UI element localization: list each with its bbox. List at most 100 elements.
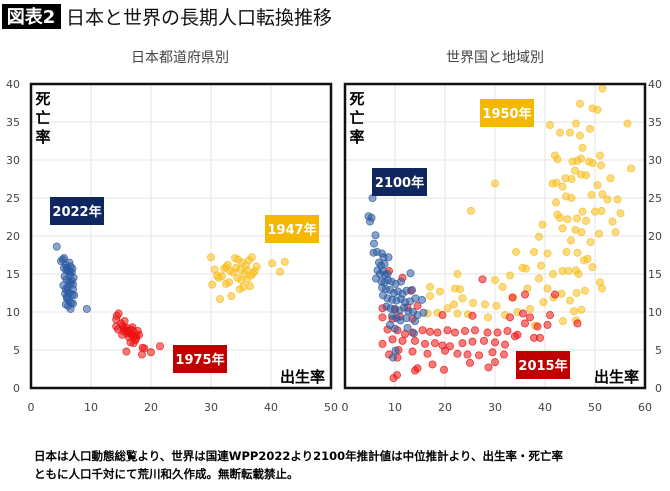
- data-point: [61, 300, 70, 309]
- series-label-box: [372, 168, 427, 196]
- data-point: [425, 292, 434, 301]
- data-point: [564, 266, 573, 275]
- data-point: [425, 282, 434, 291]
- data-point: [572, 288, 581, 297]
- data-point: [573, 214, 582, 223]
- series-label: 2100年: [372, 168, 427, 196]
- data-point: [505, 271, 514, 280]
- data-point: [407, 285, 416, 294]
- series-label: 1950年: [480, 99, 534, 127]
- data-point: [417, 295, 426, 304]
- data-point: [499, 350, 508, 359]
- data-point: [453, 349, 462, 358]
- data-point: [613, 195, 622, 204]
- data-point: [227, 292, 236, 301]
- data-point: [598, 284, 607, 293]
- series-label-box: [480, 99, 534, 127]
- data-point: [562, 247, 571, 256]
- data-point: [603, 195, 612, 204]
- series-label-box: [173, 345, 227, 373]
- data-point: [556, 213, 565, 222]
- data-point: [226, 266, 235, 275]
- data-point: [588, 159, 597, 168]
- data-point: [409, 329, 418, 338]
- data-point: [365, 217, 374, 226]
- data-point: [593, 105, 602, 114]
- data-point: [596, 151, 605, 160]
- data-point: [574, 269, 583, 278]
- data-point: [484, 363, 493, 372]
- data-point: [549, 269, 558, 278]
- data-point: [608, 217, 617, 226]
- y-tick-label: 35: [6, 116, 20, 129]
- data-point: [577, 154, 586, 163]
- plot-1: 0 10 20 30 40 50 600510152025303540死亡率出生率1950年…: [342, 78, 663, 414]
- data-point: [443, 304, 452, 313]
- data-point: [411, 294, 420, 303]
- data-point: [440, 346, 449, 355]
- figure-badge: [2, 4, 61, 29]
- data-point: [468, 298, 477, 307]
- data-point: [559, 317, 568, 326]
- data-point: [570, 307, 579, 316]
- data-point: [236, 265, 245, 274]
- data-point: [512, 247, 521, 256]
- series-label-text: 1975年: [175, 352, 224, 368]
- data-point: [275, 267, 284, 276]
- data-point: [488, 348, 497, 357]
- data-point: [567, 236, 576, 245]
- series-label: 1975年: [173, 345, 227, 373]
- data-point: [526, 313, 535, 322]
- data-point: [389, 374, 398, 383]
- data-point: [519, 309, 528, 318]
- data-point: [449, 300, 458, 309]
- data-point: [134, 330, 143, 339]
- data-point: [453, 309, 462, 318]
- data-point: [576, 99, 585, 108]
- data-point: [369, 239, 378, 248]
- data-point: [479, 336, 488, 345]
- data-point: [551, 290, 560, 299]
- data-point: [557, 289, 566, 298]
- data-point: [606, 174, 615, 183]
- data-point: [403, 323, 412, 332]
- data-point: [388, 335, 397, 344]
- data-point: [82, 304, 91, 313]
- data-point: [566, 128, 575, 137]
- footnote-line-1: 日本は人口動態総覧より、世界は国連WPP2022より2100年推計値は中位推計よ…: [34, 449, 563, 463]
- data-point: [468, 337, 477, 346]
- x-tick-label: 0: [28, 401, 35, 414]
- series-label-text: 2100年: [375, 175, 424, 191]
- data-point: [500, 340, 509, 349]
- data-point: [537, 261, 546, 270]
- series-label: 2022年: [50, 197, 104, 225]
- data-point: [112, 315, 121, 324]
- data-point: [206, 253, 215, 262]
- data-point: [503, 326, 512, 335]
- series-label-text: 2022年: [52, 204, 101, 220]
- data-point: [247, 253, 256, 262]
- series-label-text: 1950年: [482, 106, 531, 122]
- data-point: [535, 274, 544, 283]
- x-tick-label: 0: [342, 401, 349, 414]
- data-point: [420, 339, 429, 348]
- x-tick-label: 20: [144, 401, 158, 414]
- data-point: [582, 216, 591, 225]
- data-point: [453, 269, 462, 278]
- data-point: [578, 143, 587, 152]
- y-tick-label: 25: [6, 192, 20, 205]
- data-point: [245, 282, 254, 291]
- data-point: [543, 320, 552, 329]
- x-tick-label: 60: [638, 401, 652, 414]
- x-tick-label: 50: [324, 401, 338, 414]
- data-point: [493, 328, 502, 337]
- x-tick-label: 50: [588, 401, 602, 414]
- x-tick-label: 40: [264, 401, 278, 414]
- data-point: [280, 257, 289, 266]
- data-point: [539, 298, 548, 307]
- data-point: [465, 358, 474, 367]
- series-label-box: [265, 215, 319, 243]
- data-point: [460, 326, 469, 335]
- data-point: [248, 269, 257, 278]
- series-label-box: [516, 351, 570, 379]
